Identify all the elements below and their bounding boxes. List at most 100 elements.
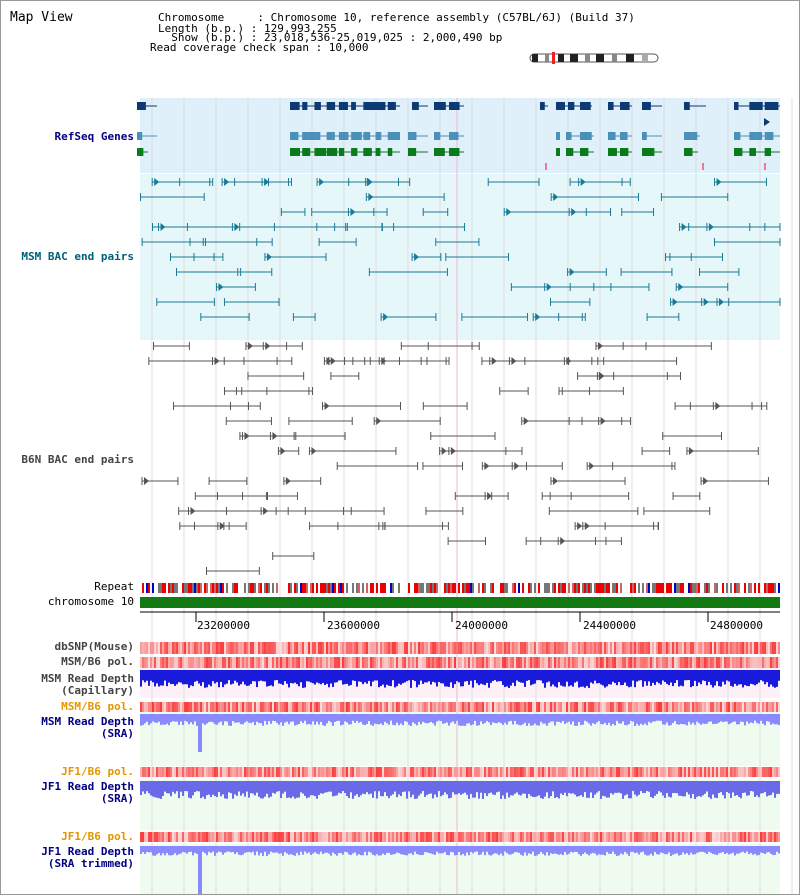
read-depth-bar xyxy=(444,846,446,853)
read-depth-bar xyxy=(760,670,762,681)
polymorphism-cell xyxy=(194,642,196,654)
polymorphism-cell xyxy=(632,702,634,712)
read-depth-bar xyxy=(226,670,228,684)
polymorphism-cell xyxy=(486,767,488,777)
jf1-depth-sra-sub: (SRA) xyxy=(100,792,134,805)
read-depth-bar xyxy=(668,846,670,853)
read-depth-bar xyxy=(648,781,650,792)
read-depth-bar xyxy=(596,670,598,684)
read-depth-bar xyxy=(382,846,384,854)
repeat-element xyxy=(602,583,604,593)
read-depth-bar xyxy=(684,714,686,725)
read-depth-bar xyxy=(480,714,482,722)
read-depth-bar xyxy=(448,670,450,687)
read-depth-bar xyxy=(374,846,376,856)
track-features[interactable] xyxy=(137,102,781,894)
polymorphism-cell xyxy=(666,657,668,668)
polymorphism-cell xyxy=(568,832,570,842)
polymorphism-cell xyxy=(298,832,300,842)
read-depth-bar xyxy=(464,670,466,682)
chromosome-ideogram[interactable] xyxy=(529,52,659,64)
repeat-element xyxy=(582,583,584,593)
read-depth-bar xyxy=(482,846,484,852)
polymorphism-cell xyxy=(360,702,362,712)
read-depth-bar xyxy=(680,670,682,686)
read-depth-bar xyxy=(238,846,240,855)
bac-arrow xyxy=(716,178,722,186)
polymorphism-cell xyxy=(580,767,582,777)
polymorphism-cell xyxy=(380,832,382,842)
polymorphism-cell xyxy=(594,657,596,668)
read-depth-bar xyxy=(322,714,324,726)
read-depth-bar xyxy=(730,846,732,854)
polymorphism-cell xyxy=(152,767,154,777)
read-depth-bar xyxy=(618,781,620,793)
read-depth-bar xyxy=(550,781,552,797)
polymorphism-cell xyxy=(318,702,320,712)
polymorphism-cell xyxy=(182,702,184,712)
read-depth-bar xyxy=(526,781,528,799)
read-depth-bar xyxy=(220,714,222,722)
polymorphism-cell xyxy=(778,702,780,712)
read-depth-bar xyxy=(448,846,450,856)
repeat-element xyxy=(484,583,486,593)
repeat-element xyxy=(272,583,274,593)
polymorphism-cell xyxy=(426,657,428,668)
polymorphism-cell xyxy=(330,657,332,668)
read-depth-bar xyxy=(196,670,198,681)
gene-exon xyxy=(608,102,614,110)
polymorphism-cell xyxy=(164,642,166,654)
polymorphism-cell xyxy=(214,642,216,654)
read-depth-bar xyxy=(428,846,430,854)
read-depth-bar xyxy=(242,714,244,725)
polymorphism-cell xyxy=(434,702,436,712)
polymorphism-cell xyxy=(602,702,604,712)
polymorphism-cell xyxy=(324,657,326,668)
polymorphism-cell xyxy=(144,702,146,712)
read-depth-bar xyxy=(366,781,368,793)
polymorphism-cell xyxy=(280,832,282,842)
polymorphism-cell xyxy=(232,832,234,842)
polymorphism-cell xyxy=(624,702,626,712)
bac-arrow xyxy=(190,507,196,515)
polymorphism-cell xyxy=(604,832,606,842)
read-depth-bar xyxy=(246,670,248,686)
polymorphism-cell xyxy=(484,657,486,668)
read-depth-bar xyxy=(248,670,250,686)
read-depth-bar xyxy=(332,670,334,687)
read-depth-bar xyxy=(628,670,630,688)
ideogram-position-marker xyxy=(552,52,555,64)
polymorphism-cell xyxy=(774,642,776,654)
read-depth-bar xyxy=(394,670,396,688)
gene-exon xyxy=(302,148,311,156)
gene-exon xyxy=(556,102,565,110)
polymorphism-cell xyxy=(416,702,418,712)
read-depth-bar xyxy=(750,846,752,854)
read-depth-bar xyxy=(570,670,572,686)
read-depth-bar xyxy=(438,670,440,682)
polymorphism-cell xyxy=(380,642,382,654)
polymorphism-cell xyxy=(176,702,178,712)
read-depth-bar xyxy=(304,670,306,688)
read-depth-bar xyxy=(544,846,546,856)
read-depth-bar xyxy=(442,714,444,724)
polymorphism-cell xyxy=(456,657,458,668)
polymorphism-cell xyxy=(600,832,602,842)
polymorphism-cell xyxy=(172,642,174,654)
read-depth-bar xyxy=(176,670,178,685)
read-depth-bar xyxy=(254,714,256,726)
polymorphism-cell xyxy=(444,657,446,668)
read-depth-bar xyxy=(684,670,686,681)
polymorphism-cell xyxy=(156,702,158,712)
read-depth-bar xyxy=(170,781,172,797)
repeat-element xyxy=(668,583,670,593)
read-depth-bar xyxy=(462,781,464,794)
polymorphism-cell xyxy=(400,657,402,668)
polymorphism-cell xyxy=(416,642,418,654)
repeat-element xyxy=(356,583,358,593)
repeat-element xyxy=(680,583,682,593)
read-depth-bar xyxy=(188,781,190,798)
repeat-element xyxy=(296,583,298,593)
polymorphism-cell xyxy=(630,642,632,654)
